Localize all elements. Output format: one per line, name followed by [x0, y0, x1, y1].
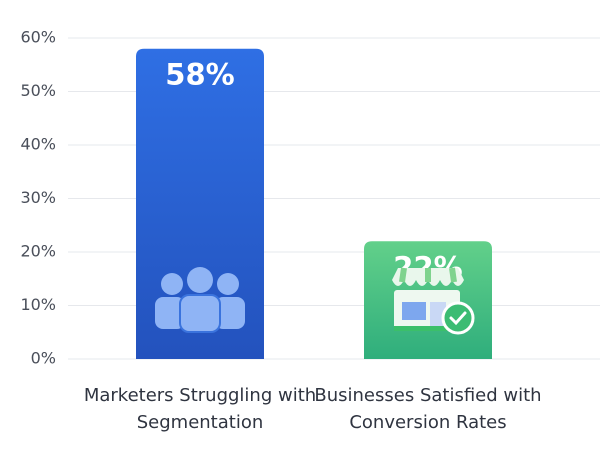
y-tick-label: 40% — [20, 135, 56, 154]
icon-part — [155, 297, 185, 329]
icon-part — [441, 301, 475, 335]
icon-part — [449, 311, 467, 326]
icon-part — [161, 273, 183, 295]
y-tick-label: 10% — [20, 295, 56, 314]
icon-part — [215, 297, 245, 329]
value-label: 58% — [165, 58, 234, 92]
icon-part — [217, 273, 239, 295]
icon-part — [179, 294, 221, 333]
y-tick-label: 50% — [20, 81, 56, 100]
y-tick-label: 60% — [20, 28, 56, 47]
store-icon — [392, 267, 475, 335]
y-tick-label: 0% — [31, 349, 56, 368]
people-icon — [155, 267, 245, 333]
icon-part — [394, 326, 460, 331]
x-tick-label: Businesses Satisfied with Conversion Rat… — [314, 385, 542, 433]
x-tick-label: Marketers Struggling with Segmentation — [83, 385, 317, 433]
icon-part — [402, 302, 426, 320]
icon-part — [187, 267, 213, 293]
y-tick-label: 30% — [20, 188, 56, 207]
y-tick-label: 20% — [20, 242, 56, 261]
icon-part — [399, 267, 457, 283]
